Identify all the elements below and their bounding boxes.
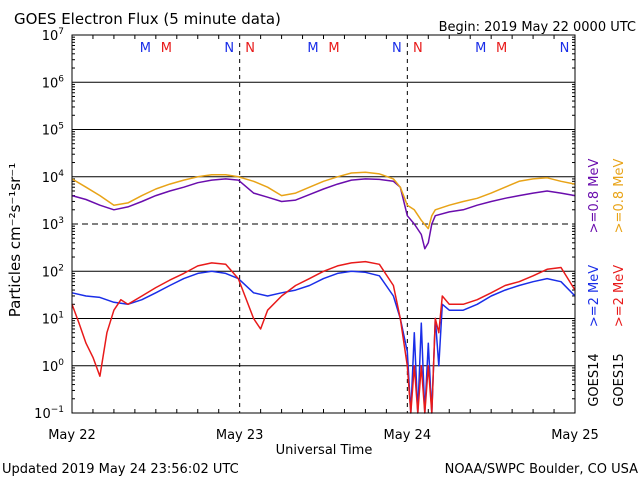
satellite-marker: M (496, 41, 507, 56)
series-line (71, 260, 576, 414)
y-tick-label: 106 (42, 74, 65, 91)
satellite-marker: N (245, 41, 255, 56)
y-tick-label: 102 (42, 263, 64, 280)
satellite-marker: N (413, 41, 423, 56)
series-line (71, 178, 576, 250)
chart-title: GOES Electron Flux (5 minute data) (14, 10, 281, 28)
x-tick-labels: May 22 May 23 May 24 May 25 (48, 428, 599, 443)
x-axis-label: Universal Time (276, 443, 373, 458)
legend-energy: >=2 MeV (587, 265, 602, 327)
y-tick-label: 10−1 (34, 405, 64, 422)
legend-energy: >=0.8 MeV (612, 159, 627, 234)
satellite-marker: N (560, 41, 570, 56)
updated-time: Updated 2019 May 24 23:56:02 UTC (2, 462, 239, 477)
y-tick-label: 101 (42, 311, 64, 328)
y-tick-label: 104 (42, 169, 65, 186)
satellite-marker: N (224, 41, 234, 56)
legend-satellite: GOES14 (587, 353, 602, 406)
y-tick-label: 105 (42, 122, 64, 139)
y-axis-label: Particles cm⁻²s⁻¹sr⁻¹ (6, 163, 24, 317)
legend-satellite: GOES15 (612, 353, 627, 406)
y-tick-label: 100 (42, 358, 65, 375)
satellite-marker: N (392, 41, 402, 56)
y-tick-label: 103 (42, 216, 64, 233)
plot-frame (71, 34, 576, 414)
x-tick-label: May 24 (384, 428, 432, 443)
legend: >=0.8 MeV >=0.8 MeV >=2 MeV >=2 MeV GOES14 GO… (587, 159, 627, 407)
satellite-marker: M (475, 41, 486, 56)
satellite-marker: M (328, 41, 339, 56)
series-line (71, 270, 576, 414)
data-series (71, 171, 576, 414)
x-tick-label: May 25 (551, 428, 599, 443)
satellite-marker: M (307, 41, 318, 56)
legend-energy: >=0.8 MeV (587, 159, 602, 234)
grid-lines (72, 35, 575, 413)
begin-time: Begin: 2019 May 22 0000 UTC (439, 20, 636, 35)
x-tick-label: May 22 (48, 428, 96, 443)
credit: NOAA/SWPC Boulder, CO USA (445, 462, 638, 477)
y-tick-labels: 10−1 100 101 102 103 104 105 106 107 (34, 27, 64, 422)
y-tick-label: 107 (42, 27, 64, 44)
legend-energy: >=2 MeV (612, 265, 627, 327)
satellite-marker: M (140, 41, 151, 56)
satellite-marker: M (161, 41, 172, 56)
x-tick-label: May 23 (216, 428, 264, 443)
series-line (71, 171, 576, 230)
